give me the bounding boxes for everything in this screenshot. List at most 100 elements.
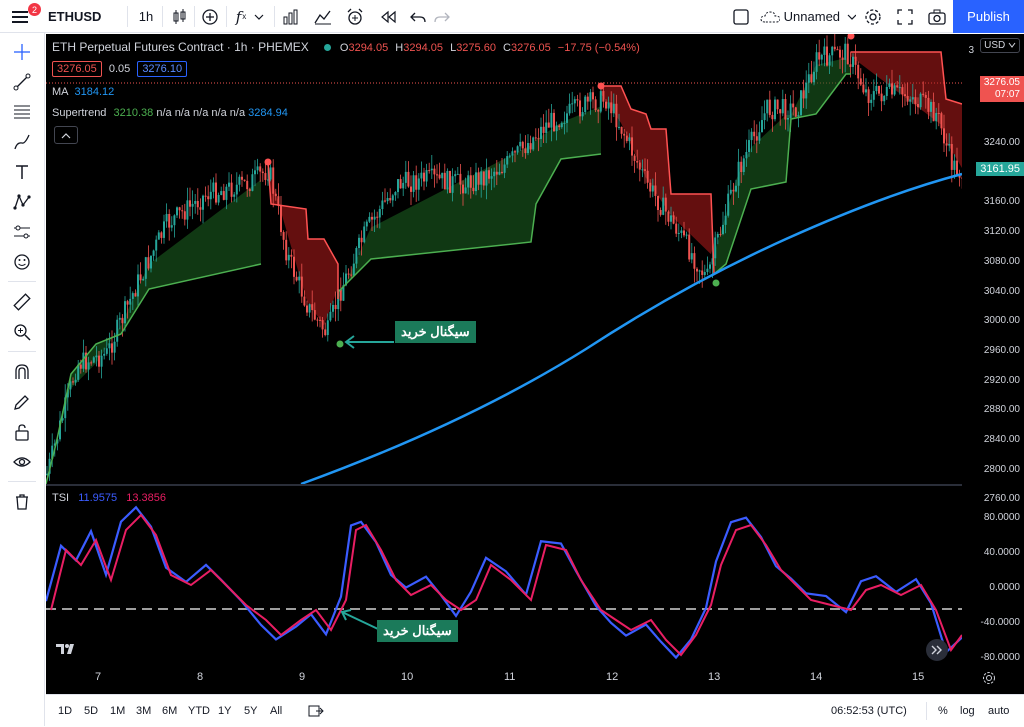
symbol-search-button[interactable]: ETHUSD [48, 0, 126, 33]
candle-body [51, 445, 54, 459]
select-layout-checkbox[interactable] [730, 0, 752, 33]
text-tool[interactable] [0, 159, 44, 185]
candle-body [742, 158, 745, 173]
layout-name-button[interactable]: Unnamed [760, 0, 856, 33]
range-button-5d[interactable]: 5D [84, 705, 99, 717]
go-to-date-button[interactable] [308, 695, 324, 727]
rewind-icon [381, 10, 396, 23]
hide-drawings-tool[interactable] [0, 449, 44, 475]
range-button-1m[interactable]: 1M [110, 705, 126, 717]
percent-toggle[interactable]: % [938, 705, 948, 717]
candle-body [568, 103, 571, 114]
square-icon [733, 8, 749, 25]
range-button-1y[interactable]: 1Y [218, 705, 232, 717]
candle-body [714, 237, 717, 259]
compare-button[interactable] [197, 0, 223, 33]
trend-line-tool[interactable] [0, 69, 44, 95]
candle-body [248, 189, 251, 191]
candle-body [501, 171, 503, 173]
magnet-tool[interactable] [0, 359, 44, 385]
goto-date-icon [308, 705, 324, 717]
chart-type-button[interactable] [166, 0, 192, 33]
utc-clock[interactable]: 06:52:53 (UTC) [831, 705, 907, 717]
candle-body [654, 185, 657, 196]
pattern-tool[interactable] [0, 189, 44, 215]
tsi-scale-label: 80.0000 [983, 512, 1020, 523]
auto-toggle[interactable]: auto [988, 705, 1010, 717]
financials-button[interactable] [278, 0, 304, 33]
indicators-button[interactable]: f x [230, 0, 270, 33]
templates-button[interactable] [310, 0, 336, 33]
range-button-ytd[interactable]: YTD [188, 705, 210, 717]
fib-tool[interactable] [0, 99, 44, 125]
candle-body [932, 101, 935, 122]
tradingview-logo[interactable] [54, 638, 80, 660]
candle-body [228, 182, 230, 187]
lock-drawings-tool[interactable] [0, 419, 44, 445]
candle-body [165, 213, 168, 222]
redo-button[interactable] [430, 0, 454, 33]
candle-body [144, 257, 147, 279]
snapshot-button[interactable] [924, 0, 950, 33]
brush-tool[interactable] [0, 129, 44, 155]
log-toggle[interactable]: log [960, 705, 975, 717]
supertrend-legend[interactable]: Supertrend 3210.38 n/a n/a n/a n/a n/a 3… [52, 107, 288, 119]
measure-tool[interactable] [0, 289, 44, 315]
price-label: 2800.00 [983, 463, 1020, 475]
chart-title[interactable]: ETH Perpetual Futures Contract · 1h · PH… [52, 40, 309, 54]
remove-drawings-tool[interactable] [0, 489, 44, 515]
fullscreen-button[interactable] [892, 0, 918, 33]
candle-body [859, 78, 862, 85]
candle-body [79, 364, 82, 369]
interval-button[interactable]: 1h [132, 0, 160, 33]
alert-button[interactable] [342, 0, 368, 33]
range-button-all[interactable]: All [270, 705, 283, 717]
chart-canvas[interactable]: ETH Perpetual Futures Contract · 1h · PH… [46, 34, 1024, 694]
candle-body [274, 193, 277, 197]
candle-body [828, 55, 831, 66]
candle-body [433, 168, 436, 175]
pane-separator[interactable] [46, 484, 1024, 486]
text-icon [16, 165, 28, 179]
candle-body [246, 180, 249, 190]
price-label: 2920.00 [983, 374, 1020, 386]
range-button-3m[interactable]: 3M [136, 705, 152, 717]
settings-button[interactable] [860, 0, 886, 33]
stay-in-drawing-tool[interactable] [0, 389, 44, 415]
replay-button[interactable] [376, 0, 402, 33]
range-button-6m[interactable]: 6M [162, 705, 178, 717]
candle-body [875, 85, 878, 92]
icons-tool[interactable] [0, 249, 44, 275]
st-value-4: n/a [211, 107, 227, 119]
buy-price-button[interactable]: 3276.10 [137, 61, 188, 77]
candle-body [365, 221, 368, 227]
tsi-legend[interactable]: TSI 11.9575 13.3856 [52, 492, 166, 504]
ohlc-open: 3294.05 [348, 42, 389, 54]
candle-body [758, 132, 761, 141]
candle-body [956, 160, 958, 175]
candles [46, 34, 964, 481]
prediction-tool[interactable] [0, 219, 44, 245]
menu-button[interactable]: 2 [6, 0, 41, 33]
candle-body [802, 90, 805, 99]
range-button-5y[interactable]: 5Y [244, 705, 258, 717]
candle-body [306, 305, 308, 313]
price-scale[interactable]: USD 3 3240.003200.003160.003120.003080.0… [962, 34, 1024, 694]
range-button-1d[interactable]: 1D [58, 705, 73, 717]
scroll-to-realtime-button[interactable] [926, 639, 948, 661]
crosshair-tool[interactable] [0, 39, 44, 65]
candle-body [810, 74, 813, 83]
chart-settings-button[interactable] [982, 671, 998, 687]
candle-body [748, 140, 750, 152]
chevron-down-icon [847, 14, 856, 20]
publish-button[interactable]: Publish [953, 0, 1024, 33]
undo-button[interactable] [406, 0, 430, 33]
zoom-tool[interactable] [0, 319, 44, 345]
collapse-legend-button[interactable] [54, 126, 78, 144]
ma-legend[interactable]: MA 3184.12 [52, 86, 114, 98]
currency-button[interactable]: USD [980, 38, 1020, 53]
time-label: 8 [197, 671, 204, 683]
candle-body [222, 191, 225, 200]
sell-price-button[interactable]: 3276.05 [52, 61, 102, 77]
candle-body [446, 170, 449, 190]
